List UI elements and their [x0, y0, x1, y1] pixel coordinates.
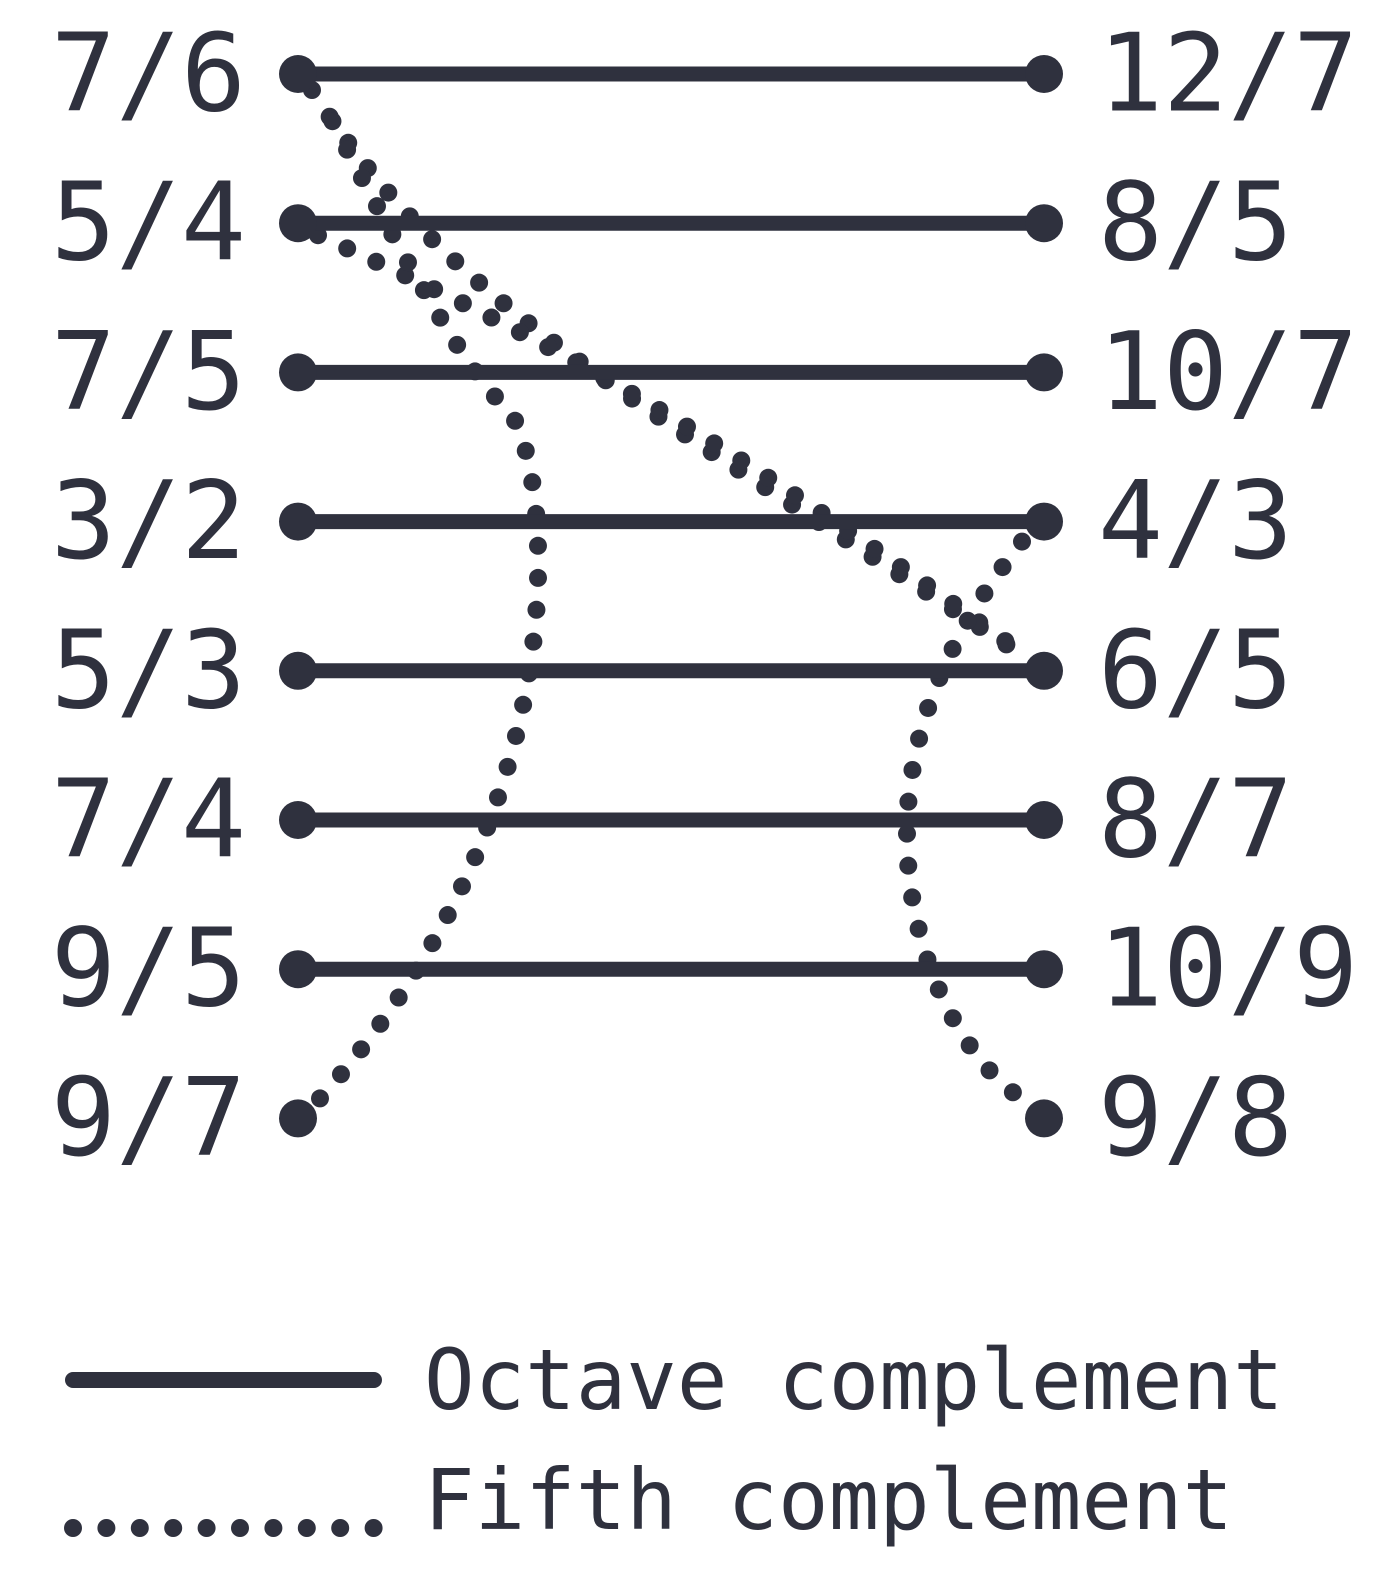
- legend: Octave complement Fifth complement: [64, 1331, 1284, 1549]
- left-node-9-7: [279, 1099, 317, 1138]
- fifth-link-5-4-6-5: [309, 226, 1025, 658]
- legend-octave-label: Octave complement: [424, 1331, 1284, 1429]
- left-label-9-7: 9/7: [51, 1056, 246, 1181]
- fifth-link-9-7-7-6: [311, 87, 548, 1108]
- left-node-7-5: [279, 353, 317, 392]
- right-node-9-8: [1025, 1099, 1063, 1138]
- octave-complement-links: [290, 66, 1052, 977]
- fifth-link-4-3-9-8: [898, 532, 1031, 1108]
- left-node-5-4: [279, 204, 317, 243]
- left-node-7-4: [279, 801, 317, 839]
- right-label-9-8: 9/8: [1098, 1056, 1293, 1181]
- right-node-8-5: [1025, 204, 1063, 243]
- right-node-10-9: [1025, 950, 1063, 989]
- right-label-10-9: 10/9: [1098, 907, 1358, 1032]
- left-node-7-6: [279, 55, 317, 93]
- right-node-10-7: [1025, 353, 1063, 392]
- right-label-6-5: 6/5: [1098, 608, 1293, 733]
- right-label-12-7: 12/7: [1098, 12, 1358, 137]
- left-node-5-3: [279, 651, 317, 690]
- ratio-nodes: [279, 55, 1063, 1138]
- left-label-7-5: 7/5: [51, 310, 246, 435]
- right-node-8-7: [1025, 801, 1063, 839]
- right-label-10-7: 10/7: [1098, 310, 1358, 435]
- left-label-7-6: 7/6: [51, 12, 246, 137]
- right-label-4-3: 4/3: [1098, 459, 1293, 584]
- fifth-complement-links: [303, 81, 1031, 1108]
- left-label-9-5: 9/5: [51, 907, 246, 1032]
- left-node-3-2: [279, 502, 317, 541]
- right-node-6-5: [1025, 651, 1063, 690]
- left-label-7-4: 7/4: [51, 758, 246, 883]
- left-label-5-3: 5/3: [51, 608, 246, 733]
- ratio-labels: 7/6 5/4 7/5 3/2 5/3 7/4 9/5 9/7 12/7 8/5 10/7 4/3 6/…: [51, 12, 1358, 1181]
- right-label-8-5: 8/5: [1098, 161, 1293, 286]
- legend-fifth-label: Fifth complement: [424, 1451, 1233, 1549]
- left-label-5-4: 5/4: [51, 161, 246, 286]
- right-label-8-7: 8/7: [1098, 758, 1293, 883]
- left-node-9-5: [279, 950, 317, 989]
- right-node-12-7: [1025, 55, 1063, 93]
- left-label-3-2: 3/2: [51, 459, 246, 584]
- right-node-4-3: [1025, 502, 1063, 541]
